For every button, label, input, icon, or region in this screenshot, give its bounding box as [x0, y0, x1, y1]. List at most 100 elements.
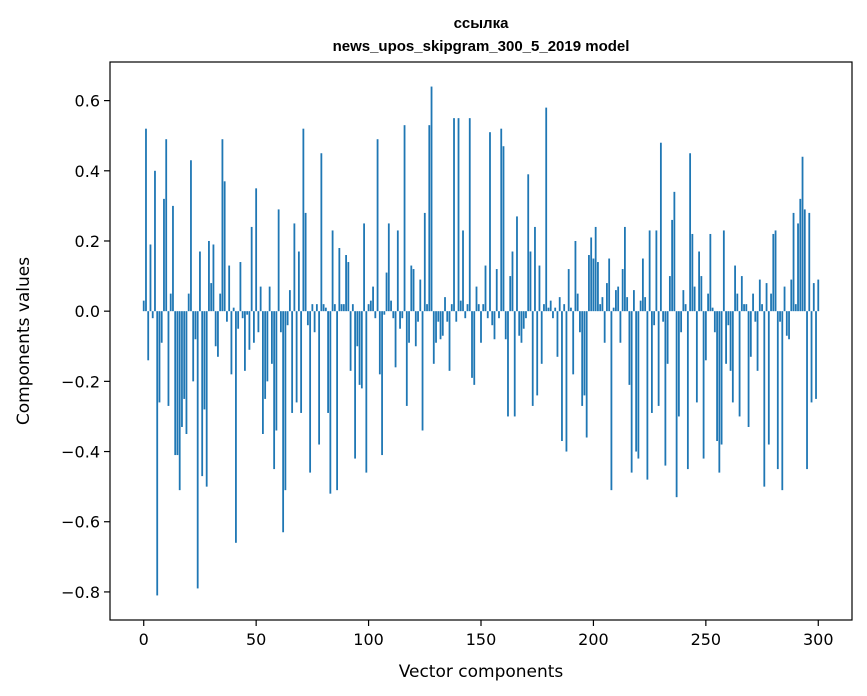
bars-group	[142, 86, 820, 596]
bar-46	[246, 311, 249, 315]
bar-172	[529, 251, 532, 312]
bar-19	[185, 311, 188, 434]
bar-128	[430, 86, 433, 312]
bar-217	[630, 311, 633, 473]
bar-97	[360, 311, 363, 389]
bar-129	[432, 311, 435, 364]
y-tick-label: −0.2	[61, 372, 100, 391]
bar-159	[500, 128, 503, 312]
y-tick-label: −0.4	[61, 443, 100, 462]
bar-281	[774, 230, 777, 312]
bar-9	[163, 198, 165, 312]
bar-105	[378, 311, 381, 375]
bar-109	[387, 223, 390, 312]
bar-268	[745, 304, 748, 312]
bar-47	[248, 311, 251, 350]
bar-258	[722, 230, 725, 312]
bar-31	[212, 244, 215, 312]
bar-180	[547, 307, 550, 312]
bar-252	[709, 233, 712, 312]
y-tick-label: 0.0	[75, 302, 100, 321]
bar-225	[648, 230, 651, 312]
bar-143	[464, 311, 467, 319]
bar-108	[385, 272, 388, 312]
bar-199	[590, 237, 593, 312]
bar-124	[421, 311, 424, 431]
bar-102	[372, 286, 374, 312]
bar-38	[228, 265, 231, 312]
bar-237	[675, 311, 678, 498]
bar-198	[588, 255, 590, 312]
bar-44	[241, 311, 244, 319]
bar-209	[612, 307, 615, 312]
bar-295	[806, 311, 808, 470]
bar-153	[486, 311, 489, 319]
bar-131	[437, 311, 440, 322]
bar-255	[716, 311, 718, 442]
bar-297	[810, 311, 813, 403]
y-axis-ticks: −0.8 −0.6 −0.4 −0.2 0.0 0.2 0.4 0.6	[61, 92, 110, 602]
bar-290	[794, 304, 797, 312]
bar-300	[817, 279, 820, 312]
bar-296	[808, 212, 811, 312]
bar-157	[495, 269, 498, 312]
bar-4	[151, 311, 154, 319]
bar-270	[749, 311, 752, 357]
bar-247	[698, 251, 700, 312]
bar-298	[812, 283, 815, 312]
bar-134	[444, 297, 446, 312]
bar-265	[738, 311, 741, 417]
bar-69	[297, 251, 300, 312]
bar-201	[594, 226, 597, 312]
bar-71	[302, 128, 305, 312]
bar-179	[545, 107, 548, 312]
bar-280	[772, 233, 775, 312]
x-tick-label: 200	[578, 630, 609, 649]
bar-221	[639, 300, 642, 312]
bar-235	[671, 219, 674, 312]
bar-273	[756, 311, 759, 371]
bar-214	[624, 226, 626, 312]
bar-7	[158, 311, 161, 403]
bar-59	[275, 311, 278, 431]
bar-191	[572, 311, 575, 375]
bar-24	[196, 311, 199, 589]
bar-120	[412, 269, 415, 312]
bar-77	[315, 304, 318, 312]
bar-2	[147, 311, 150, 361]
bar-299	[815, 311, 817, 399]
bar-192	[574, 240, 577, 312]
bar-61	[279, 311, 282, 333]
bar-269	[747, 311, 750, 427]
bar-230	[659, 142, 662, 312]
bar-244	[691, 233, 694, 312]
bar-183	[554, 307, 557, 312]
bar-76	[313, 311, 316, 333]
bar-3	[149, 244, 152, 312]
plot-frame	[109, 61, 853, 621]
bar-74	[309, 311, 312, 473]
bar-197	[585, 311, 588, 438]
bar-100	[367, 304, 370, 312]
y-tick-label: 0.2	[75, 232, 100, 251]
bar-227	[653, 311, 656, 326]
bar-49	[253, 311, 255, 343]
bar-67	[293, 223, 296, 312]
bar-163	[509, 276, 512, 312]
x-tick-label: 150	[466, 630, 497, 649]
bar-25	[199, 251, 201, 312]
bar-260	[727, 311, 730, 326]
bar-138	[453, 118, 455, 312]
bar-162	[507, 311, 509, 417]
bar-122	[417, 311, 419, 322]
bar-263	[734, 265, 736, 312]
bar-70	[300, 311, 303, 413]
bar-41	[235, 311, 237, 543]
bar-254	[713, 311, 716, 333]
bar-103	[374, 311, 377, 319]
bar-20	[187, 293, 190, 312]
bar-187	[563, 304, 566, 312]
bar-246	[695, 311, 698, 403]
bar-64	[286, 311, 289, 326]
